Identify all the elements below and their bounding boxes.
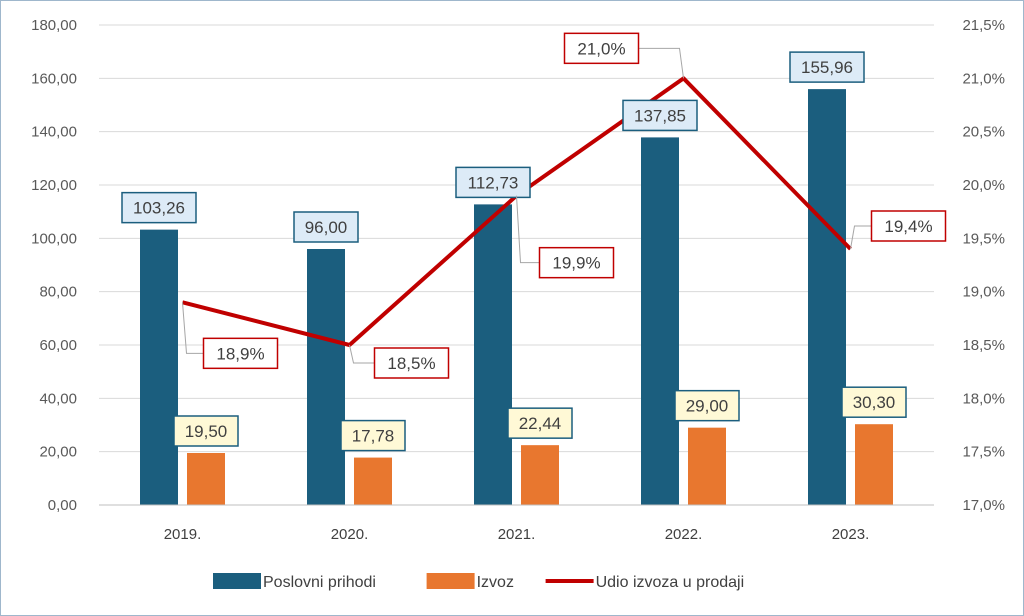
bar-izvoz — [855, 424, 893, 505]
y-left-tick-label: 0,00 — [48, 497, 77, 514]
bar-label-izvoz: 17,78 — [352, 427, 395, 446]
y-right-tick-label: 21,5% — [962, 17, 1005, 34]
bar-label-prihodi: 112,73 — [468, 173, 519, 192]
bar-poslovni-prihodi — [474, 204, 512, 506]
y-left-tick-label: 40,00 — [39, 390, 77, 407]
line-label-udio: 19,9% — [552, 254, 600, 273]
x-tick-label: 2023. — [832, 526, 870, 543]
x-tick-label: 2020. — [331, 526, 369, 543]
bar-izvoz — [521, 445, 559, 505]
legend: Poslovni prihodi Izvoz Udio izvoza u proda… — [213, 573, 744, 591]
y-right-tick-label: 17,5% — [962, 444, 1005, 461]
legend-label: Poslovni prihodi — [263, 574, 376, 591]
x-tick-label: 2021. — [498, 526, 536, 543]
bar-label-prihodi: 103,26 — [133, 199, 185, 218]
line-label-udio-box — [563, 32, 640, 65]
line-label-udio: 19,4% — [884, 217, 932, 236]
leader-line — [349, 344, 375, 364]
y-left-tick-label: 80,00 — [39, 284, 77, 301]
legend-swatch — [426, 573, 475, 589]
bar-label-prihodi: 96,00 — [305, 218, 348, 237]
bar-izvoz — [187, 453, 225, 505]
bar-label-prihodi-box — [121, 191, 197, 224]
bar-poslovni-prihodi — [307, 249, 345, 505]
bar-label-izvoz-box — [841, 386, 907, 418]
line-label-udio-box — [538, 246, 615, 279]
y-left-tick-label: 20,00 — [39, 444, 77, 461]
bar-label-prihodi-box — [293, 211, 359, 243]
line-label-udio: 18,9% — [216, 344, 264, 363]
axes: 0,00 20,00 40,00 60,00 80,00 100,00 120,00 140,… — [31, 17, 1005, 543]
legend-swatch — [213, 573, 261, 589]
bar-poslovni-prihodi — [808, 89, 846, 506]
bar-label-prihodi: 155,96 — [801, 58, 853, 77]
y-right-tick-label: 19,0% — [962, 284, 1005, 301]
bar-label-izvoz: 22,44 — [519, 414, 562, 433]
y-left-tick-label: 120,00 — [31, 177, 77, 194]
x-tick-label: 2022. — [665, 526, 703, 543]
y-right-tick-label: 18,5% — [962, 337, 1005, 354]
y-right-tick-label: 18,0% — [962, 390, 1005, 407]
y-left-tick-label: 160,00 — [31, 70, 77, 87]
line-label-udio: 18,5% — [387, 354, 435, 373]
bar-poslovni-prihodi — [641, 137, 679, 505]
line-series — [182, 76, 852, 347]
legend-label: Udio izvoza u prodaji — [596, 574, 745, 591]
bar-label-prihodi: 137,85 — [634, 106, 686, 125]
y-left-tick-label: 180,00 — [31, 17, 77, 34]
leader-line — [182, 302, 204, 354]
bar-label-izvoz-box — [507, 407, 573, 439]
y-right-tick-label: 19,5% — [962, 230, 1005, 247]
bar-label-izvoz: 29,00 — [686, 397, 729, 416]
y-left-tick-label: 60,00 — [39, 337, 77, 354]
bar-label-izvoz-box — [340, 419, 406, 452]
leader-line — [638, 47, 684, 79]
line-label-udio-box — [373, 347, 450, 379]
bar-label-izvoz-box — [173, 415, 239, 447]
bar-label-prihodi-box — [622, 99, 698, 132]
bar-izvoz — [688, 427, 726, 505]
leader-line — [516, 195, 540, 264]
y-right-tick-label: 21,0% — [962, 70, 1005, 87]
bar-label-prihodi-box — [789, 51, 865, 83]
bar-label-izvoz: 30,30 — [853, 393, 896, 412]
bars — [140, 89, 893, 506]
y-left-tick-label: 140,00 — [31, 124, 77, 141]
line-label-udio-box — [202, 337, 279, 370]
line-udio-izvoza — [182, 76, 852, 347]
leader-line — [850, 225, 872, 250]
y-left-tick-label: 100,00 — [31, 230, 77, 247]
bar-izvoz — [354, 457, 392, 505]
line-label-udio-box — [870, 210, 947, 242]
line-label-udio: 21,0% — [577, 39, 625, 58]
bar-label-izvoz-box — [674, 389, 740, 422]
legend-label: Izvoz — [477, 574, 514, 591]
y-right-tick-label: 17,0% — [962, 497, 1005, 514]
y-right-tick-label: 20,0% — [962, 177, 1005, 194]
x-tick-label: 2019. — [164, 526, 202, 543]
data-labels: 103,26 96,00 112,73 137,85 155,96 19,50 17,78 2… — [121, 32, 947, 452]
bar-label-izvoz: 19,50 — [185, 422, 228, 441]
y-right-tick-label: 20,5% — [962, 124, 1005, 141]
bar-label-prihodi-box — [455, 166, 531, 199]
bar-poslovni-prihodi — [140, 229, 178, 505]
